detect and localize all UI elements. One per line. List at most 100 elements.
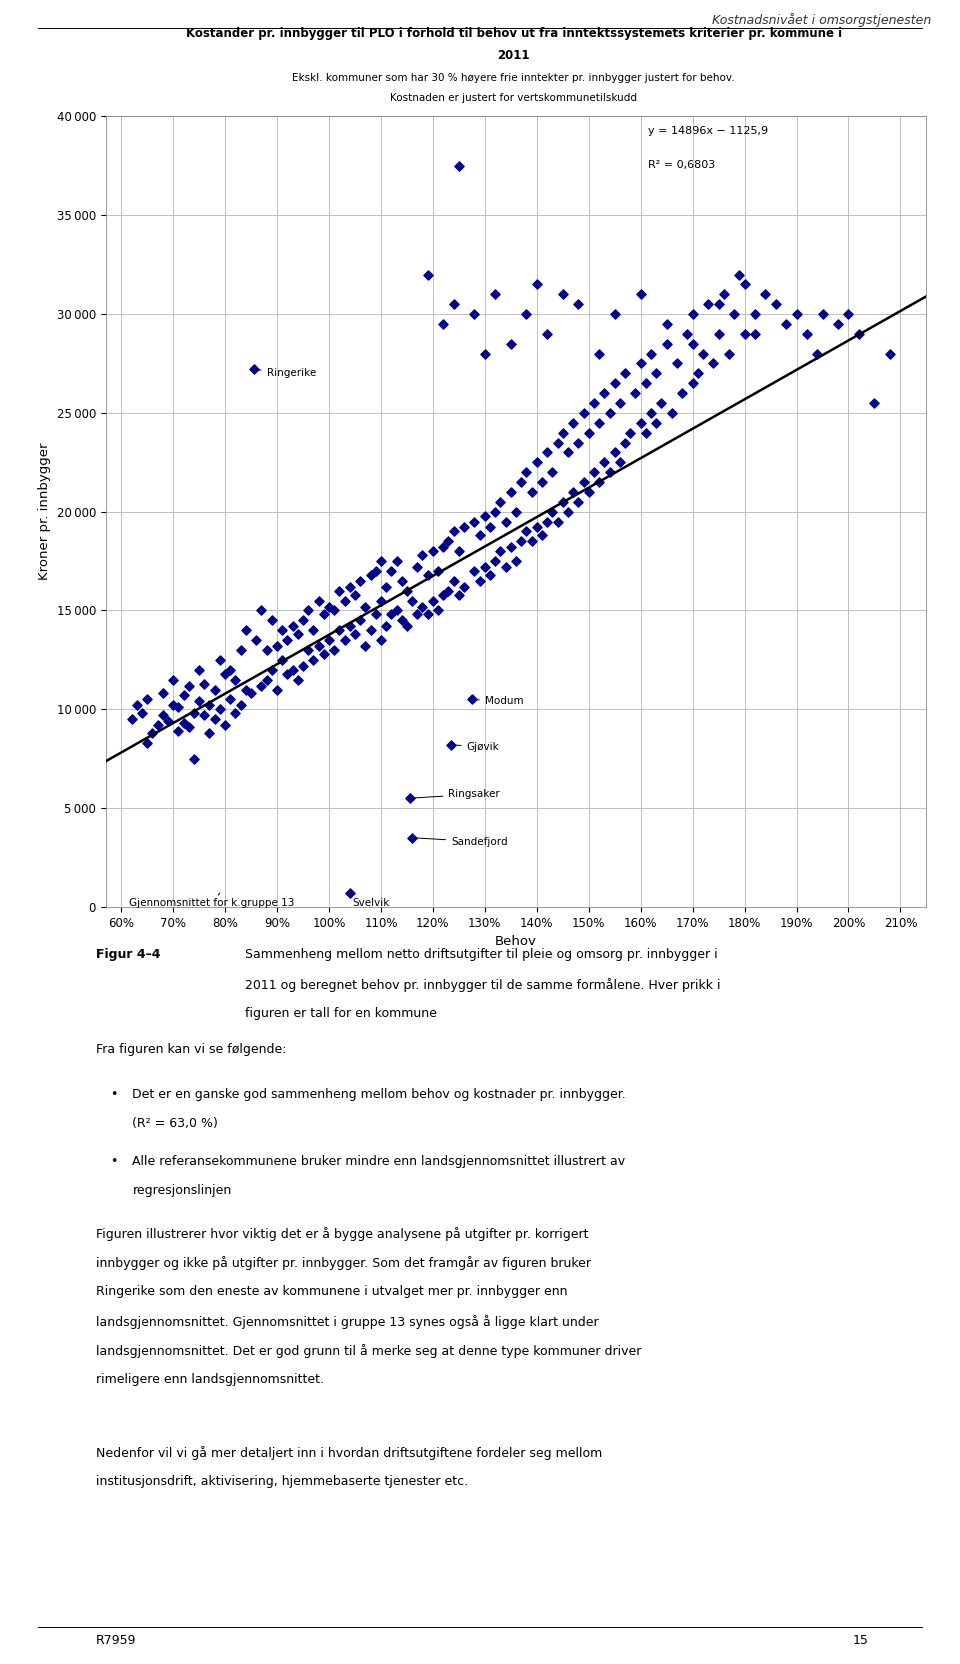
Point xyxy=(253,597,269,624)
Point xyxy=(643,399,659,426)
Point xyxy=(467,557,482,584)
Point xyxy=(202,719,217,745)
Point xyxy=(467,508,482,534)
Text: Alle referansekommunene bruker mindre enn landsgjennomsnittet illustrert av: Alle referansekommunene bruker mindre en… xyxy=(132,1155,626,1168)
Point xyxy=(430,597,445,624)
Point xyxy=(311,587,326,614)
Point xyxy=(800,321,815,348)
Point xyxy=(654,389,669,416)
Point xyxy=(202,692,217,719)
Point xyxy=(524,527,540,554)
Point xyxy=(238,676,253,702)
Point xyxy=(160,707,176,734)
Text: rimeligere enn landsgjennomsnittet.: rimeligere enn landsgjennomsnittet. xyxy=(96,1373,324,1386)
Text: Modum: Modum xyxy=(474,696,523,707)
Point xyxy=(550,508,565,534)
Point xyxy=(456,514,471,541)
Point xyxy=(591,409,607,436)
Point xyxy=(633,349,648,376)
Point xyxy=(326,637,342,664)
Point xyxy=(789,301,804,328)
Point xyxy=(446,567,462,594)
Point xyxy=(768,291,783,318)
Point xyxy=(207,676,223,702)
Point xyxy=(373,627,389,654)
Point xyxy=(467,301,482,328)
Text: landsgjennomsnittet. Gjennomsnittet i gruppe 13 synes også å ligge klart under: landsgjennomsnittet. Gjennomsnittet i gr… xyxy=(96,1315,599,1328)
Point xyxy=(322,592,337,619)
Point xyxy=(509,499,524,526)
Point xyxy=(191,656,206,682)
Point xyxy=(249,627,264,654)
Point xyxy=(659,331,674,358)
Point xyxy=(535,522,550,549)
Text: 2011: 2011 xyxy=(497,48,530,62)
Point xyxy=(373,587,389,614)
Point xyxy=(378,612,394,639)
Point xyxy=(456,574,471,601)
Point xyxy=(617,359,633,386)
Point xyxy=(290,621,305,647)
Point xyxy=(518,518,534,544)
Point xyxy=(721,339,736,366)
Point xyxy=(664,399,680,426)
Point xyxy=(389,547,404,574)
Point xyxy=(565,409,581,436)
Point xyxy=(246,356,261,383)
Point xyxy=(607,439,622,466)
Point xyxy=(555,281,570,308)
Point xyxy=(612,389,628,416)
Point xyxy=(176,711,191,737)
Point xyxy=(332,577,348,604)
Point xyxy=(124,706,139,732)
Text: regresjonslinjen: regresjonslinjen xyxy=(132,1185,231,1198)
Point xyxy=(150,712,165,739)
Point xyxy=(706,349,721,376)
Point xyxy=(544,499,560,526)
Point xyxy=(535,469,550,496)
Point xyxy=(591,469,607,496)
Point xyxy=(358,632,373,659)
Point xyxy=(809,339,825,366)
Point xyxy=(514,527,529,554)
Point xyxy=(841,301,856,328)
Point xyxy=(643,339,659,366)
Point xyxy=(747,321,762,348)
Point xyxy=(867,389,882,416)
Point xyxy=(488,499,503,526)
Point xyxy=(441,577,456,604)
Point xyxy=(233,637,249,664)
Point xyxy=(410,601,425,627)
Point xyxy=(540,321,555,348)
Point xyxy=(509,547,524,574)
Point xyxy=(217,661,232,687)
Point xyxy=(316,601,331,627)
Text: y = 14896x − 1125,9: y = 14896x − 1125,9 xyxy=(648,126,769,136)
Point xyxy=(544,459,560,486)
Point xyxy=(165,666,180,692)
Point xyxy=(279,661,295,687)
Point xyxy=(368,601,383,627)
Text: institusjonsdrift, aktivisering, hjemmebaserte tjenester etc.: institusjonsdrift, aktivisering, hjemmeb… xyxy=(96,1476,468,1488)
Text: Kostander pr. innbygger til PLO i forhold til behov ut fra inntektssystemets kri: Kostander pr. innbygger til PLO i forhol… xyxy=(185,27,842,40)
Point xyxy=(570,291,586,318)
Point xyxy=(342,574,357,601)
Point xyxy=(695,339,710,366)
Point xyxy=(337,627,352,654)
Point xyxy=(134,701,150,727)
Point xyxy=(348,581,363,607)
Point xyxy=(394,567,409,594)
Point xyxy=(402,785,418,812)
Point xyxy=(607,301,622,328)
Point xyxy=(492,489,508,516)
Point xyxy=(482,514,497,541)
Point xyxy=(378,574,394,601)
Point xyxy=(425,587,441,614)
Point xyxy=(446,291,462,318)
Point xyxy=(591,339,607,366)
Point xyxy=(465,686,480,712)
Point xyxy=(420,562,436,589)
Point xyxy=(410,554,425,581)
Y-axis label: Kroner pr. innbygger: Kroner pr. innbygger xyxy=(38,443,51,581)
Point xyxy=(171,717,186,744)
